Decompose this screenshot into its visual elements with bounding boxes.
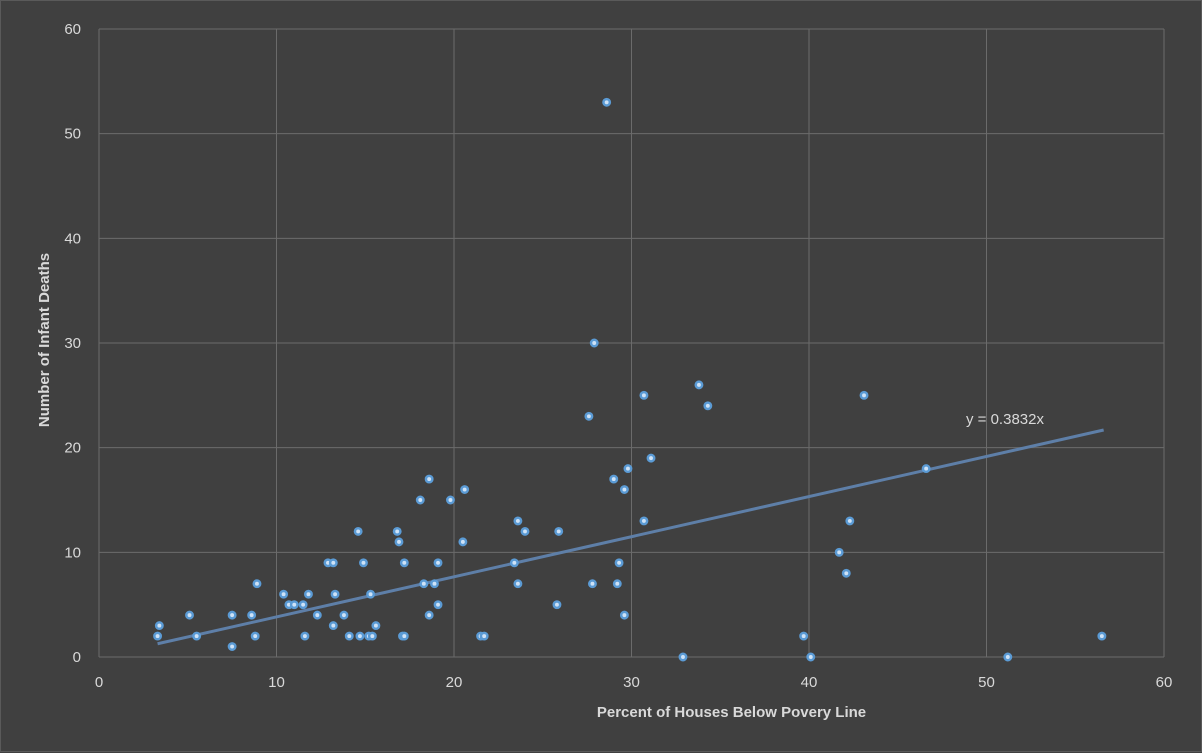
- data-point: [367, 631, 377, 641]
- trendline-equation: y = 0.3832x: [966, 411, 1044, 428]
- data-point: [344, 631, 354, 641]
- data-point: [612, 579, 622, 589]
- data-point: [845, 516, 855, 526]
- data-point: [247, 610, 257, 620]
- y-tick-label: 60: [64, 21, 81, 38]
- data-point: [458, 537, 468, 547]
- data-point: [609, 474, 619, 484]
- data-point: [312, 610, 322, 620]
- data-point: [328, 621, 338, 631]
- x-tick-label: 40: [801, 674, 818, 691]
- data-point: [619, 485, 629, 494]
- data-point: [300, 631, 310, 641]
- data-point: [419, 579, 429, 589]
- data-point: [602, 97, 612, 107]
- data-point: [330, 589, 340, 599]
- data-point: [509, 558, 519, 568]
- data-point: [399, 558, 409, 568]
- data-point: [834, 547, 844, 557]
- data-point: [589, 338, 599, 348]
- data-point: [185, 610, 194, 620]
- data-point: [552, 600, 562, 610]
- y-tick-label: 50: [64, 126, 81, 143]
- y-tick-label: 20: [64, 440, 81, 457]
- data-points: [153, 97, 1107, 662]
- data-point: [359, 558, 368, 568]
- gridlines: [98, 28, 1165, 658]
- data-point: [298, 600, 308, 610]
- x-tick-label: 20: [446, 674, 463, 691]
- data-point: [415, 495, 425, 505]
- data-point: [639, 516, 649, 526]
- data-point: [446, 495, 455, 505]
- data-point: [703, 401, 713, 411]
- data-point: [433, 600, 443, 610]
- y-tick-label: 0: [73, 649, 81, 666]
- data-point: [646, 453, 656, 463]
- data-point: [520, 526, 530, 536]
- data-point: [371, 621, 381, 631]
- data-point: [921, 464, 931, 474]
- data-point: [392, 526, 402, 536]
- data-point: [304, 589, 313, 599]
- data-point: [430, 579, 439, 589]
- data-point: [859, 390, 869, 400]
- data-point: [554, 526, 564, 536]
- data-point: [1097, 631, 1107, 641]
- trendline: [157, 428, 1104, 646]
- x-tick-label: 30: [623, 674, 640, 691]
- x-tick-label: 50: [978, 674, 995, 691]
- data-point: [192, 631, 202, 641]
- data-point: [353, 526, 363, 536]
- data-point: [227, 642, 237, 651]
- tick-labels: 0 10 20 30 40 50 60 0 10 20 30 40 50 60: [64, 21, 1172, 691]
- data-point: [799, 631, 809, 641]
- data-point: [460, 485, 470, 494]
- data-point: [806, 652, 816, 662]
- data-point: [424, 610, 434, 620]
- data-point: [584, 411, 594, 421]
- data-point: [619, 610, 629, 620]
- data-point: [841, 568, 851, 578]
- data-point: [678, 652, 688, 662]
- data-point: [639, 390, 649, 400]
- data-point: [154, 621, 164, 631]
- data-point: [328, 558, 338, 568]
- data-point: [250, 631, 260, 641]
- y-tick-label: 10: [64, 544, 81, 561]
- data-point: [588, 579, 597, 589]
- data-point: [479, 631, 489, 641]
- data-point: [153, 631, 163, 641]
- x-tick-label: 0: [95, 674, 103, 691]
- data-point: [513, 579, 523, 589]
- data-point: [424, 474, 434, 484]
- data-point: [1003, 652, 1013, 662]
- data-point: [339, 610, 349, 620]
- data-point: [399, 631, 409, 641]
- data-point: [614, 558, 624, 568]
- y-tick-label: 40: [64, 230, 81, 247]
- data-point: [289, 600, 299, 610]
- data-point: [279, 589, 289, 599]
- x-axis-title: Percent of Houses Below Povery Line: [597, 704, 866, 721]
- y-tick-label: 30: [64, 335, 81, 352]
- trendline-group: [157, 428, 1104, 646]
- data-point: [252, 579, 262, 589]
- data-point: [227, 610, 237, 620]
- data-point: [433, 558, 443, 568]
- data-point: [366, 589, 376, 599]
- data-point: [513, 516, 523, 526]
- data-point: [355, 631, 365, 641]
- data-point: [694, 380, 704, 390]
- y-axis-title: Number of Infant Deaths: [36, 253, 53, 427]
- x-tick-label: 10: [268, 674, 285, 691]
- x-tick-label: 60: [1156, 674, 1173, 691]
- data-point: [623, 464, 633, 474]
- data-point: [394, 537, 404, 547]
